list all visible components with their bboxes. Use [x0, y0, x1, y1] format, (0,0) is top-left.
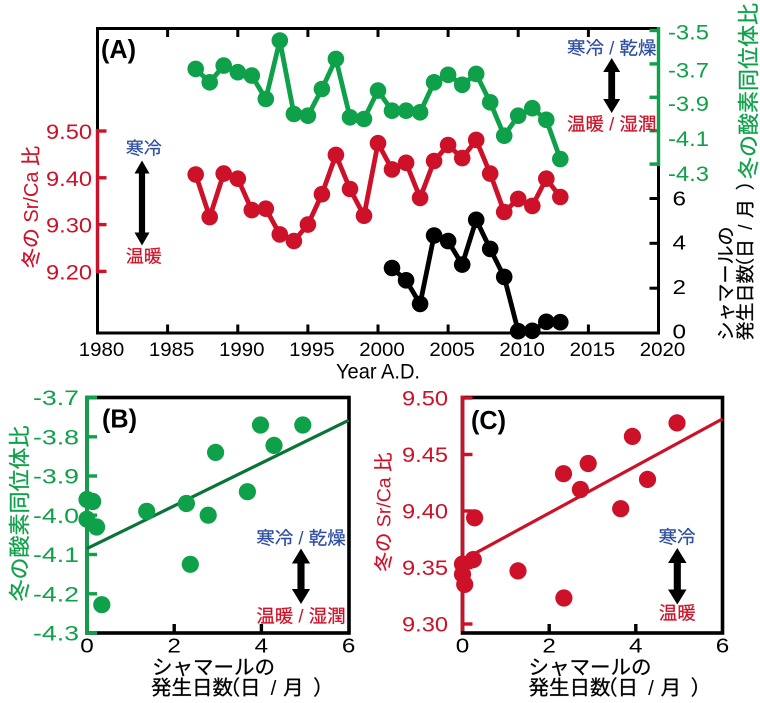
svg-text:/: / [648, 677, 654, 700]
svg-text:9.20: 9.20 [46, 261, 92, 284]
svg-text:/: / [298, 528, 304, 549]
svg-text:-4.1: -4.1 [33, 544, 79, 567]
svg-text:-4.2: -4.2 [33, 583, 79, 606]
svg-text:Sr/Ca: Sr/Ca [21, 171, 43, 223]
svg-text:Year A.D.: Year A.D. [336, 361, 420, 384]
svg-text:-4.1: -4.1 [668, 128, 709, 151]
svg-text:9.30: 9.30 [402, 614, 448, 637]
svg-text:-3.7: -3.7 [33, 387, 79, 410]
svg-text:2010: 2010 [499, 339, 545, 361]
svg-text:Sr/Ca: Sr/Ca [373, 477, 395, 527]
svg-text:4: 4 [673, 232, 687, 254]
svg-text:(B): (B) [102, 404, 137, 434]
svg-text:9.40: 9.40 [402, 501, 448, 524]
svg-text:4: 4 [629, 636, 643, 658]
svg-text:-4.3: -4.3 [668, 163, 709, 186]
svg-text:-3.8: -3.8 [33, 426, 79, 449]
svg-text:/: / [609, 114, 615, 135]
svg-text:9.50: 9.50 [402, 388, 448, 411]
svg-text:9.50: 9.50 [46, 121, 92, 144]
svg-text:0: 0 [80, 636, 94, 658]
svg-text:1980: 1980 [79, 339, 125, 361]
svg-text:(C): (C) [471, 405, 506, 435]
svg-text:6: 6 [342, 636, 356, 658]
svg-text:1985: 1985 [149, 339, 195, 361]
svg-text:2020: 2020 [640, 339, 686, 361]
svg-text:0: 0 [673, 322, 687, 344]
svg-text:-3.7: -3.7 [668, 60, 709, 83]
svg-text:9.30: 9.30 [46, 215, 92, 238]
svg-text:2: 2 [542, 636, 556, 658]
svg-text:-3.9: -3.9 [33, 466, 79, 489]
svg-text:9.45: 9.45 [402, 444, 448, 467]
svg-text:0: 0 [456, 636, 470, 658]
svg-text:/: / [298, 606, 304, 627]
svg-text:/: / [271, 677, 277, 700]
svg-text:1995: 1995 [289, 339, 335, 361]
svg-text:2015: 2015 [570, 339, 616, 361]
svg-text:-3.9: -3.9 [668, 93, 709, 116]
svg-text:1990: 1990 [219, 339, 265, 361]
svg-text:-4.3: -4.3 [33, 623, 79, 646]
svg-text:2: 2 [673, 277, 687, 299]
svg-text:-4.0: -4.0 [33, 505, 79, 528]
svg-text:6: 6 [716, 636, 730, 658]
svg-text:2: 2 [167, 636, 181, 658]
svg-text:(A): (A) [101, 34, 136, 64]
svg-text:6: 6 [673, 188, 687, 210]
svg-text:-3.5: -3.5 [668, 21, 709, 44]
svg-text:2000: 2000 [359, 339, 405, 361]
svg-text:/: / [736, 224, 757, 230]
svg-text:2005: 2005 [429, 339, 475, 361]
svg-text:9.40: 9.40 [46, 168, 92, 191]
svg-text:9.35: 9.35 [402, 557, 448, 580]
svg-text:/: / [609, 38, 615, 59]
svg-text:4: 4 [255, 636, 269, 658]
